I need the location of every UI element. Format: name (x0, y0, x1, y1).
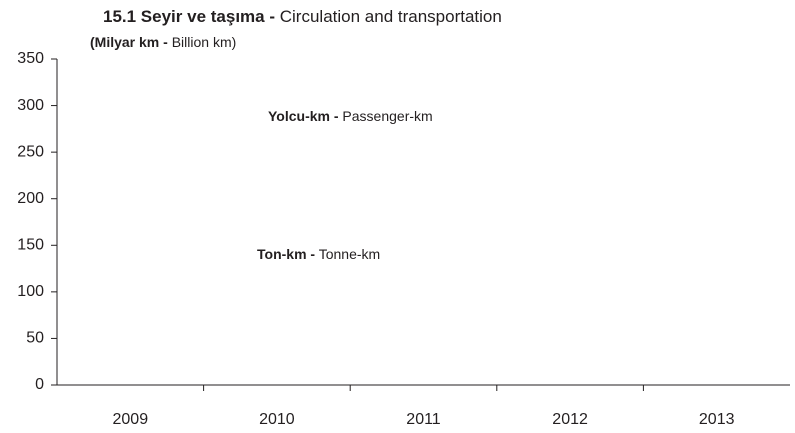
series-label-normal: Tonne-km (319, 246, 380, 262)
y-axis-label: (Milyar km - Billion km) (90, 34, 236, 50)
y-tick-label: 350 (17, 50, 44, 67)
y-tick-label: 150 (17, 237, 44, 254)
series-label-bold: Ton-km - (257, 246, 315, 262)
y-tick-label: 250 (17, 143, 44, 160)
chart-title: 15.1 Seyir ve taşıma - Circulation and t… (103, 7, 502, 26)
y-label-bold: (Milyar km - (90, 34, 168, 50)
x-tick-label: 2013 (699, 411, 735, 428)
x-tick-label: 2012 (552, 411, 588, 428)
title-normal: Circulation and transportation (280, 7, 502, 26)
y-tick-label: 200 (17, 190, 44, 207)
x-tick-label: 2010 (259, 411, 295, 428)
y-label-normal: Billion km) (172, 34, 237, 50)
y-tick-label: 0 (35, 376, 44, 393)
y-tick-label: 50 (26, 330, 44, 347)
x-tick-label: 2011 (406, 411, 441, 428)
y-tick-label: 100 (17, 283, 44, 300)
series-label: Yolcu-km - Passenger-km (268, 108, 433, 124)
series-label-bold: Yolcu-km - (268, 108, 339, 124)
series-label-normal: Passenger-km (342, 108, 432, 124)
title-bold: 15.1 Seyir ve taşıma - (103, 7, 275, 26)
y-tick-label: 300 (17, 97, 44, 114)
series-label: Ton-km - Tonne-km (257, 246, 380, 262)
x-tick-label: 2009 (113, 411, 149, 428)
